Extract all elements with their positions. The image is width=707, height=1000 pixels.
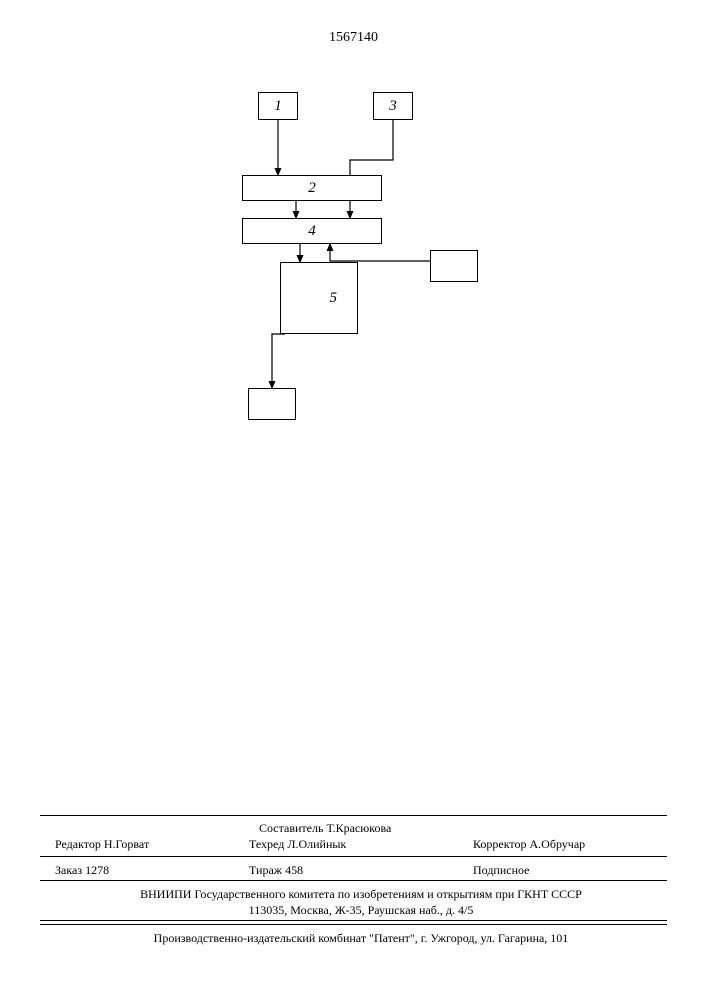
- org-line: ВНИИПИ Государственного комитета по изоб…: [55, 886, 667, 902]
- node-4: 4: [242, 218, 382, 244]
- corrector-label: Корректор: [473, 837, 527, 851]
- order-number: 1278: [85, 863, 109, 877]
- node-right: [430, 250, 478, 282]
- rule-mid3: [40, 920, 667, 921]
- node-4-label: 4: [308, 223, 316, 240]
- node-bottom: [248, 388, 296, 420]
- rule-mid1: [40, 856, 667, 857]
- order-label: Заказ: [55, 863, 82, 877]
- node-3-label: 3: [389, 98, 397, 115]
- node-5: 5: [280, 262, 358, 334]
- node-1-label: 1: [274, 98, 282, 115]
- print-run-number: 458: [285, 863, 303, 877]
- compiler-label: Составитель: [259, 821, 323, 835]
- order-row: Заказ 1278 Тираж 458 Подписное: [55, 862, 667, 878]
- flowchart-lines: [0, 0, 707, 500]
- credits-row: Составитель Т.Красюкова Редактор Н.Горва…: [55, 820, 667, 852]
- node-5-label: 5: [330, 290, 338, 307]
- org-block: ВНИИПИ Государственного комитета по изоб…: [55, 886, 667, 918]
- rule-mid3b: [40, 924, 667, 925]
- editor-name: Н.Горват: [104, 837, 149, 851]
- node-2-label: 2: [308, 180, 316, 197]
- compiler-name: Т.Красюкова: [326, 821, 391, 835]
- tech-editor-label: Техред: [249, 837, 284, 851]
- tech-editor-name: Л.Олийнык: [287, 837, 346, 851]
- address-line: 113035, Москва, Ж-35, Раушская наб., д. …: [55, 902, 667, 918]
- publisher-block: Производственно-издательский комбинат "П…: [55, 930, 667, 946]
- page: 1567140 1 3 2 4 5 С: [0, 0, 707, 1000]
- subscription-label: Подписное: [473, 863, 530, 877]
- publisher-line: Производственно-издательский комбинат "П…: [55, 930, 667, 946]
- rule-mid2: [40, 880, 667, 881]
- print-run-label: Тираж: [249, 863, 282, 877]
- node-3: 3: [373, 92, 413, 120]
- node-1: 1: [258, 92, 298, 120]
- rule-top: [40, 815, 667, 816]
- editor-label: Редактор: [55, 837, 101, 851]
- corrector-name: А.Обручар: [530, 837, 586, 851]
- node-2: 2: [242, 175, 382, 201]
